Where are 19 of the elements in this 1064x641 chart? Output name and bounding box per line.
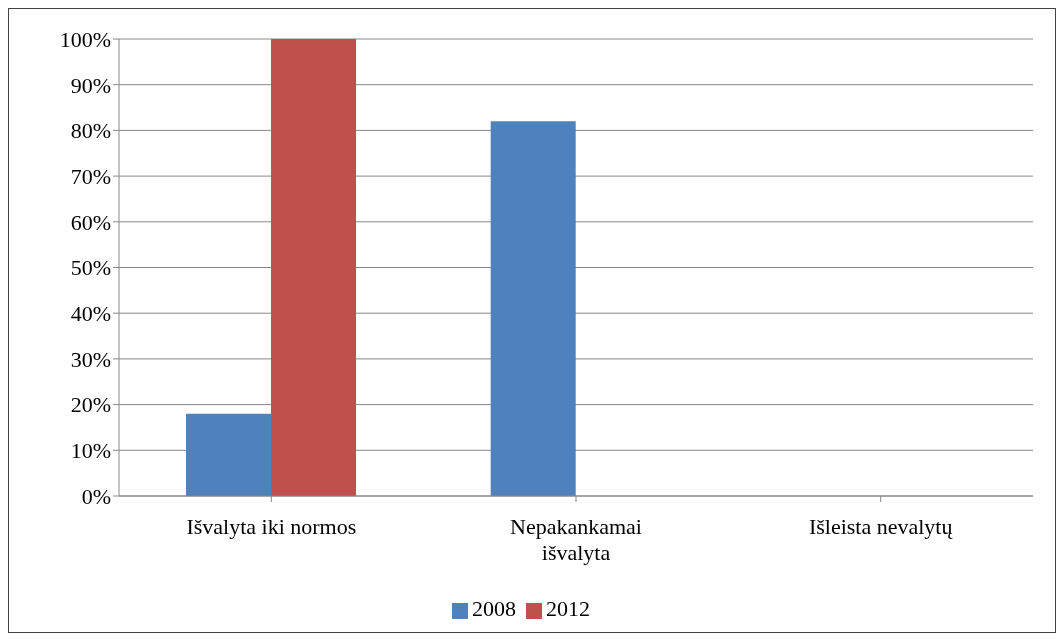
y-tick-label: 0%	[81, 483, 111, 509]
x-tick-label: Nepakankamai išvalyta	[510, 514, 642, 565]
y-tick-label: 100%	[59, 26, 111, 52]
y-tick-label: 70%	[70, 163, 111, 189]
y-tick-label: 20%	[70, 392, 111, 418]
legend-label: 2012	[546, 596, 590, 621]
bar	[271, 39, 357, 496]
y-tick-label: 50%	[70, 255, 111, 281]
y-tick-label: 80%	[70, 118, 111, 144]
x-tick-label: Išleista nevalytų	[808, 514, 954, 539]
legend-label: 2008	[472, 596, 516, 621]
y-tick-label: 90%	[70, 72, 111, 98]
y-tick-label: 40%	[70, 301, 111, 327]
bar	[490, 121, 576, 496]
x-tick-label: Išvalyta iki normos	[186, 514, 357, 539]
bar	[186, 413, 272, 496]
y-tick-label: 30%	[70, 346, 111, 372]
y-tick-label: 60%	[70, 209, 111, 235]
y-tick-label: 10%	[70, 438, 111, 464]
